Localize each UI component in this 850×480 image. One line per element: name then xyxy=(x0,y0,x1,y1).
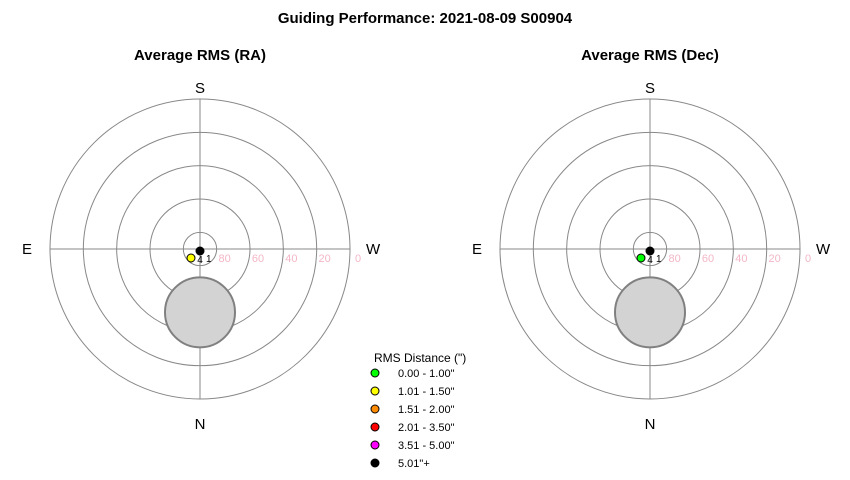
r-tick-label: 20 xyxy=(769,253,781,265)
legend-label: 3.51 - 5.00" xyxy=(398,440,455,452)
r-tick-label: 40 xyxy=(735,253,747,265)
r-tick-label: 80 xyxy=(669,253,681,265)
r-tick-label: 0 xyxy=(805,253,811,265)
shaded-region xyxy=(164,276,236,349)
direction-label-right: W xyxy=(816,241,831,258)
point-label: 4 xyxy=(197,255,203,266)
r-tick-label: 60 xyxy=(702,253,714,265)
legend-label: 1.01 - 1.50" xyxy=(398,386,455,398)
legend-swatch xyxy=(370,440,380,450)
legend-swatch xyxy=(370,386,380,396)
direction-label-left: E xyxy=(472,241,482,258)
r-tick-label: 60 xyxy=(252,253,264,265)
point-label: 4 xyxy=(647,255,653,266)
legend-label: 2.01 - 3.50" xyxy=(398,422,455,434)
legend-label: 1.51 - 2.00" xyxy=(398,404,455,416)
data-point xyxy=(186,253,196,263)
data-point xyxy=(636,253,646,263)
direction-label-left: E xyxy=(22,241,32,258)
r-tick-label: 20 xyxy=(319,253,331,265)
legend-swatch xyxy=(370,458,380,468)
direction-label-bottom: N xyxy=(195,416,206,433)
panel-ra: Average RMS (RA) S N E W 80 60 40 20 0 14 xyxy=(22,47,381,433)
panel-title: Average RMS (RA) xyxy=(134,47,266,64)
point-label: 1 xyxy=(206,254,212,265)
panel-dec: Average RMS (Dec) S N E W 80 60 40 20 0 14 xyxy=(472,47,831,433)
legend-swatch xyxy=(370,368,380,378)
point-label: 1 xyxy=(656,254,662,265)
data-point xyxy=(645,246,655,256)
legend-label: 0.00 - 1.00" xyxy=(398,368,455,380)
direction-label-top: S xyxy=(195,80,205,97)
r-tick-label: 40 xyxy=(285,253,297,265)
page-title: Guiding Performance: 2021-08-09 S00904 xyxy=(277,10,573,27)
shaded-region xyxy=(614,276,686,349)
legend-swatch xyxy=(370,422,380,432)
direction-label-right: W xyxy=(366,241,381,258)
r-tick-label: 0 xyxy=(355,253,361,265)
legend-title: RMS Distance (") xyxy=(374,351,466,365)
direction-label-top: S xyxy=(645,80,655,97)
legend: RMS Distance (") 0.00 - 1.00" 1.01 - 1.50"… xyxy=(370,351,466,470)
direction-label-bottom: N xyxy=(645,416,656,433)
panel-title: Average RMS (Dec) xyxy=(581,47,719,64)
data-point xyxy=(195,246,205,256)
r-tick-label: 80 xyxy=(219,253,231,265)
legend-label: 5.01"+ xyxy=(398,458,430,470)
legend-swatch xyxy=(370,404,380,414)
